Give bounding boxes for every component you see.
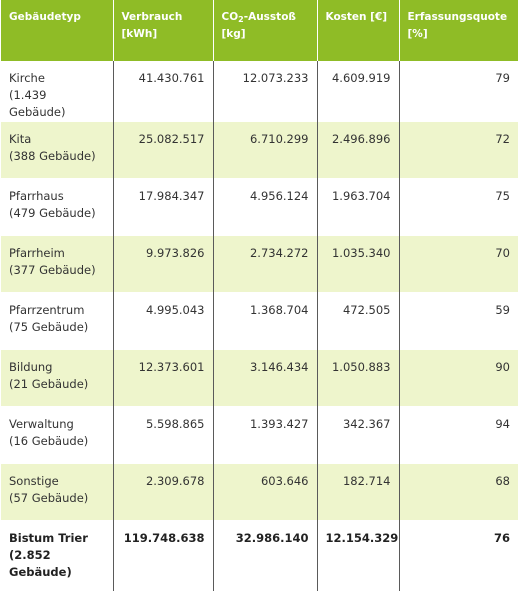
- cell-kosten: 1.050.883: [316, 349, 400, 407]
- table-row: Sonstige (57 Gebäude) 2.309.678 603.646 1…: [1, 463, 518, 521]
- header-gebaeudetyp: Gebäudetyp: [1, 0, 114, 61]
- cell-kosten: 4.609.919: [316, 61, 400, 122]
- cell-kosten: 1.035.340: [316, 235, 400, 293]
- cell-kosten: 182.714: [316, 463, 400, 521]
- total-row: Bistum Trier (2.852 Gebäude) 119.748.638 3…: [1, 520, 518, 591]
- cell-verbrauch: 25.082.517: [112, 121, 214, 179]
- header-co2: CO2-Ausstoß [kg]: [212, 0, 318, 61]
- cell-kosten: 2.496.896: [316, 121, 400, 179]
- cell-verbrauch: 2.309.678: [112, 463, 214, 521]
- cell-gebaeudetyp: Bistum Trier (2.852 Gebäude): [1, 520, 114, 591]
- cell-quote: 59: [398, 292, 518, 350]
- cell-co2: 12.073.233: [212, 61, 318, 122]
- cell-verbrauch: 41.430.761: [112, 61, 214, 122]
- cell-quote: 75: [398, 178, 518, 236]
- cell-co2: 32.986.140: [212, 520, 318, 591]
- table-row: Kita (388 Gebäude) 25.082.517 6.710.299 2…: [1, 121, 518, 179]
- cell-co2: 4.956.124: [212, 178, 318, 236]
- cell-verbrauch: 4.995.043: [112, 292, 214, 350]
- cell-verbrauch: 12.373.601: [112, 349, 214, 407]
- cell-co2: 1.393.427: [212, 406, 318, 464]
- cell-verbrauch: 119.748.638: [112, 520, 214, 591]
- cell-quote: 70: [398, 235, 518, 293]
- cell-co2: 1.368.704: [212, 292, 318, 350]
- table-row: Pfarrheim (377 Gebäude) 9.973.826 2.734.2…: [1, 235, 518, 293]
- cell-gebaeudetyp: Sonstige (57 Gebäude): [1, 463, 114, 521]
- cell-gebaeudetyp: Pfarrhaus (479 Gebäude): [1, 178, 114, 236]
- cell-gebaeudetyp: Kita (388 Gebäude): [1, 121, 114, 179]
- cell-kosten: 342.367: [316, 406, 400, 464]
- cell-quote: 76: [398, 520, 518, 591]
- table-row: Kirche (1.439 Gebäude) 41.430.761 12.073.…: [1, 61, 518, 122]
- table-row: Pfarrhaus (479 Gebäude) 17.984.347 4.956.…: [1, 178, 518, 236]
- cell-quote: 68: [398, 463, 518, 521]
- cell-kosten: 472.505: [316, 292, 400, 350]
- cell-gebaeudetyp: Bildung (21 Gebäude): [1, 349, 114, 407]
- cell-verbrauch: 17.984.347: [112, 178, 214, 236]
- cell-quote: 94: [398, 406, 518, 464]
- cell-gebaeudetyp: Kirche (1.439 Gebäude): [1, 61, 114, 122]
- header-verbrauch: Verbrauch [kWh]: [112, 0, 214, 61]
- cell-verbrauch: 9.973.826: [112, 235, 214, 293]
- cell-co2: 6.710.299: [212, 121, 318, 179]
- cell-gebaeudetyp: Pfarrzentrum (75 Gebäude): [1, 292, 114, 350]
- header-erfassungsquote: Erfassungsquote [%]: [398, 0, 519, 61]
- cell-quote: 79: [398, 61, 518, 122]
- table-row: Verwaltung (16 Gebäude) 5.598.865 1.393.4…: [1, 406, 518, 464]
- energy-table: Gebäudetyp Verbrauch [kWh] CO2-Ausstoß [kg…: [1, 0, 519, 591]
- cell-gebaeudetyp: Verwaltung (16 Gebäude): [1, 406, 114, 464]
- table-row: Bildung (21 Gebäude) 12.373.601 3.146.434…: [1, 349, 518, 407]
- cell-quote: 72: [398, 121, 518, 179]
- cell-quote: 90: [398, 349, 518, 407]
- cell-co2: 2.734.272: [212, 235, 318, 293]
- cell-gebaeudetyp: Pfarrheim (377 Gebäude): [1, 235, 114, 293]
- cell-kosten: 12.154.329: [316, 520, 400, 591]
- cell-verbrauch: 5.598.865: [112, 406, 214, 464]
- cell-co2: 603.646: [212, 463, 318, 521]
- header-kosten: Kosten [€]: [316, 0, 400, 61]
- cell-co2: 3.146.434: [212, 349, 318, 407]
- cell-kosten: 1.963.704: [316, 178, 400, 236]
- table-row: Pfarrzentrum (75 Gebäude) 4.995.043 1.368…: [1, 292, 518, 350]
- header-row: Gebäudetyp Verbrauch [kWh] CO2-Ausstoß [kg…: [1, 0, 519, 61]
